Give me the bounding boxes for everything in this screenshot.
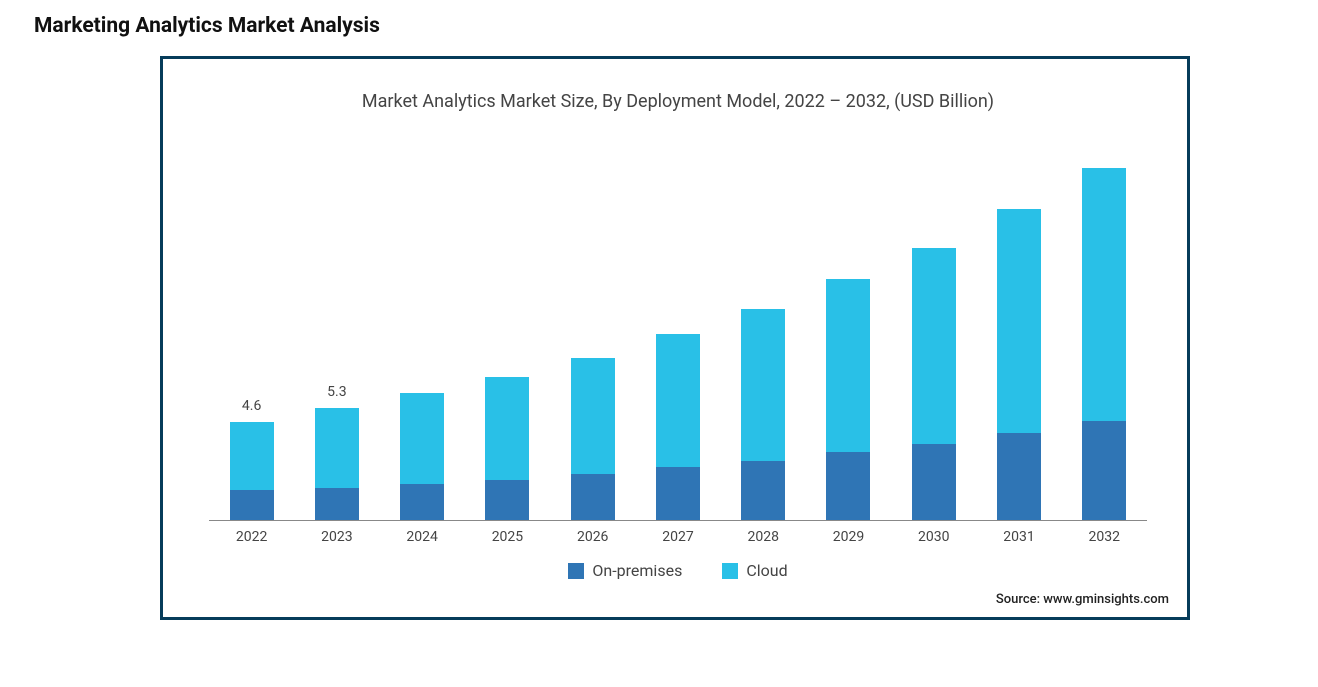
bar-value-label: 5.3 — [327, 384, 346, 402]
bar-slot: 4.6 — [209, 140, 294, 520]
chart-title: Market Analytics Market Size, By Deploym… — [181, 77, 1175, 140]
x-axis-label: 2028 — [721, 529, 806, 545]
bar-segment-on-premises — [571, 474, 615, 520]
bar — [571, 358, 615, 520]
bar-slot — [1062, 140, 1147, 520]
chart-legend: On-premises Cloud — [181, 545, 1175, 590]
bar-segment-cloud — [315, 408, 359, 488]
bar — [230, 422, 274, 520]
bar — [997, 209, 1041, 520]
bar-segment-cloud — [1082, 168, 1126, 421]
bar-segment-on-premises — [230, 490, 274, 520]
bar — [826, 279, 870, 520]
x-axis-label: 2027 — [635, 529, 720, 545]
bar-segment-cloud — [826, 279, 870, 452]
legend-swatch-cloud — [722, 563, 738, 579]
x-axis-label: 2025 — [465, 529, 550, 545]
bar-slot — [721, 140, 806, 520]
chart-x-axis: 2022202320242025202620272028202920302031… — [181, 521, 1175, 545]
chart-frame: Market Analytics Market Size, By Deploym… — [160, 56, 1190, 620]
x-axis-label: 2022 — [209, 529, 294, 545]
bar-segment-on-premises — [741, 461, 785, 520]
bar — [1082, 168, 1126, 520]
bar-segment-on-premises — [485, 480, 529, 520]
x-axis-label: 2031 — [976, 529, 1061, 545]
bar — [315, 408, 359, 520]
chart-source: Source: www.gminsights.com — [181, 590, 1175, 609]
x-axis-label: 2024 — [380, 529, 465, 545]
bar-slot — [550, 140, 635, 520]
bar-segment-on-premises — [315, 488, 359, 520]
x-axis-label: 2032 — [1062, 529, 1147, 545]
x-axis-label: 2030 — [891, 529, 976, 545]
bar-slot — [635, 140, 720, 520]
bar-segment-on-premises — [826, 452, 870, 520]
bar — [656, 334, 700, 520]
bar-segment-on-premises — [400, 484, 444, 520]
bar-slot — [891, 140, 976, 520]
bar-segment-cloud — [230, 422, 274, 490]
bar-segment-cloud — [912, 248, 956, 444]
x-axis-label: 2029 — [806, 529, 891, 545]
bar-segment-on-premises — [656, 467, 700, 520]
bar — [400, 393, 444, 520]
bar-segment-on-premises — [1082, 421, 1126, 520]
chart-plot-area: 4.6 5.3 — [181, 140, 1175, 520]
legend-item-on-premises: On-premises — [568, 561, 682, 580]
bar — [741, 309, 785, 520]
bar-segment-on-premises — [997, 433, 1041, 520]
bar-value-label: 4.6 — [242, 398, 261, 416]
legend-item-cloud: Cloud — [722, 561, 787, 580]
bar-slot — [976, 140, 1061, 520]
bar-slot — [806, 140, 891, 520]
bar-slot — [380, 140, 465, 520]
bar-segment-cloud — [485, 377, 529, 480]
chart-inner: Market Analytics Market Size, By Deploym… — [181, 77, 1175, 609]
bar-segment-cloud — [656, 334, 700, 467]
x-axis-label: 2026 — [550, 529, 635, 545]
bar-segment-cloud — [741, 309, 785, 461]
legend-label-on-premises: On-premises — [592, 561, 682, 580]
bar-segment-on-premises — [912, 444, 956, 520]
page-title: Marketing Analytics Market Analysis — [0, 0, 1318, 56]
legend-swatch-on-premises — [568, 563, 584, 579]
bar — [912, 248, 956, 520]
bar-slot: 5.3 — [294, 140, 379, 520]
bar-segment-cloud — [997, 209, 1041, 433]
bar-segment-cloud — [571, 358, 615, 474]
bar — [485, 377, 529, 520]
x-axis-label: 2023 — [294, 529, 379, 545]
bar-segment-cloud — [400, 393, 444, 484]
legend-label-cloud: Cloud — [746, 561, 787, 580]
bar-slot — [465, 140, 550, 520]
